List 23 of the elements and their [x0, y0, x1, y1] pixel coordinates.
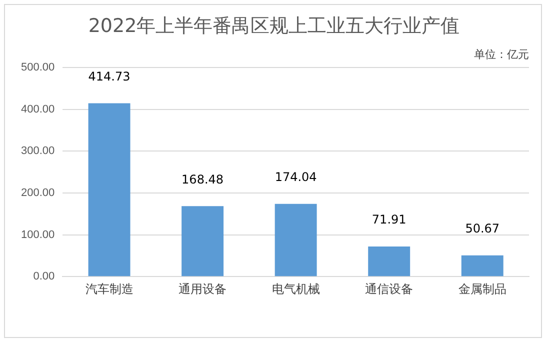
y-axis-title: 单位：亿元 — [474, 47, 529, 62]
x-tick-label: 电气机械 — [272, 282, 320, 296]
x-tick-label: 金属制品 — [458, 282, 506, 296]
data-label: 50.67 — [465, 222, 500, 236]
y-tick-label: 100.00 — [20, 228, 55, 241]
y-tick-label: 0.00 — [33, 270, 55, 283]
y-tick-label: 200.00 — [20, 187, 55, 200]
data-label: 174.04 — [274, 170, 317, 184]
x-tick-label: 汽车制造 — [85, 282, 134, 296]
y-tick-label: 500.00 — [20, 62, 55, 74]
bar — [88, 103, 130, 276]
chart-title: 2022年上半年番禺区规上工业五大行业产值 — [87, 14, 461, 39]
bar — [368, 246, 410, 276]
data-label: 414.73 — [88, 69, 130, 84]
data-label: 71.91 — [372, 212, 406, 227]
data-label: 168.48 — [182, 172, 224, 186]
bar — [182, 206, 224, 276]
bar — [274, 204, 317, 276]
x-tick-label: 通信设备 — [365, 282, 414, 296]
bar — [461, 255, 504, 276]
x-tick-label: 通用设备 — [178, 282, 227, 296]
y-tick-label: 400.00 — [20, 103, 55, 116]
y-tick-label: 300.00 — [20, 145, 55, 158]
